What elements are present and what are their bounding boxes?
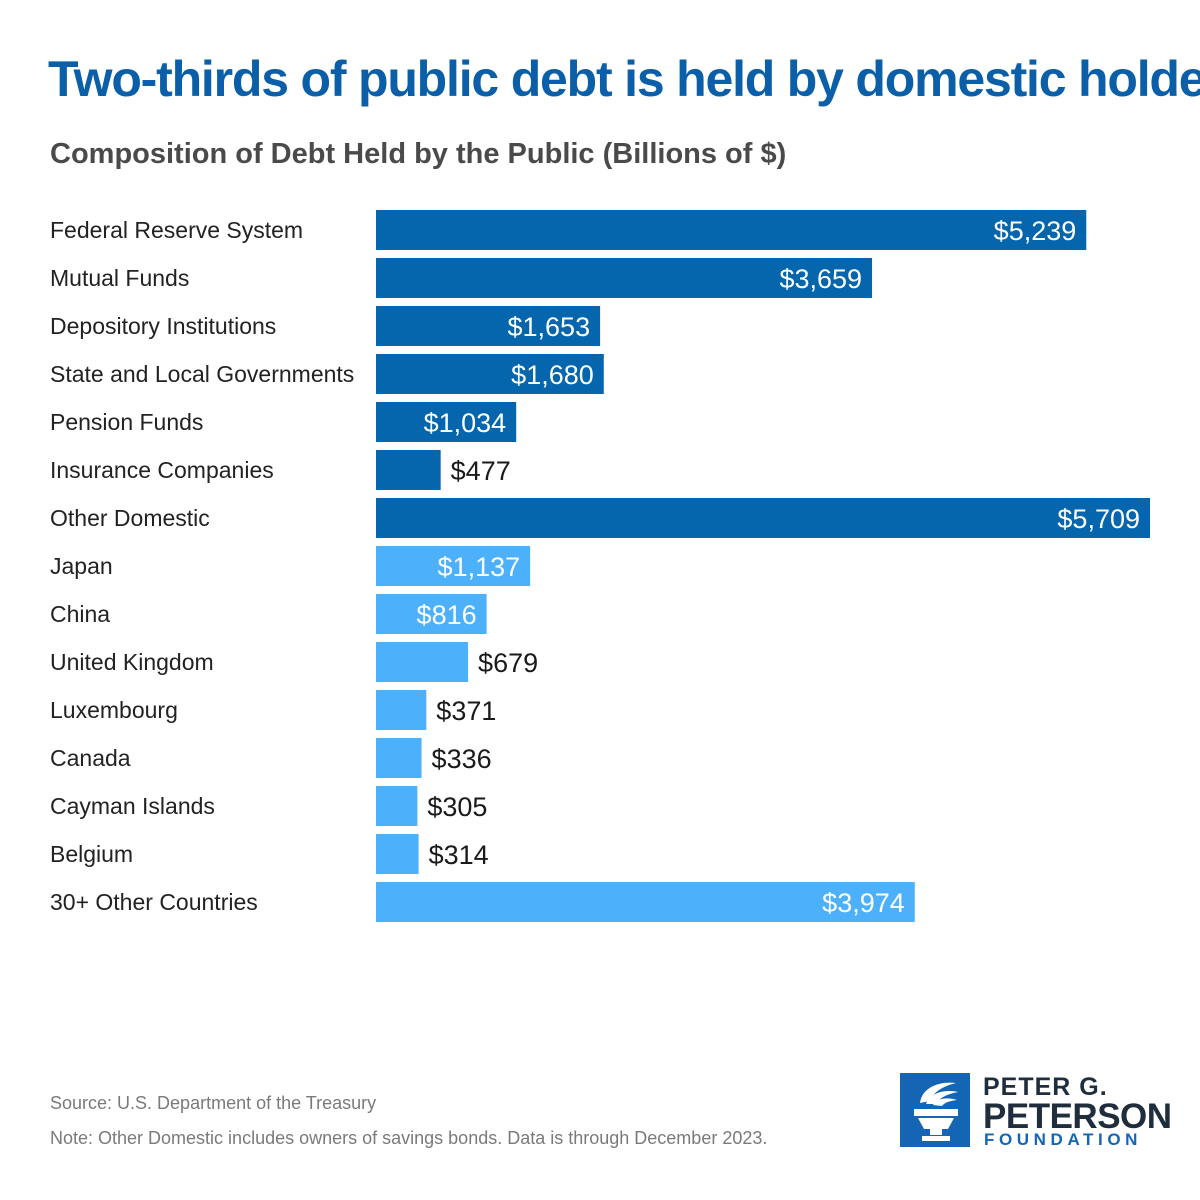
category-label: China: [50, 601, 110, 627]
bar-foreign: [376, 690, 427, 730]
bar-domestic: [376, 306, 601, 346]
bar-domestic: [376, 402, 517, 442]
value-label: $679: [478, 648, 538, 678]
category-label: Belgium: [50, 841, 133, 867]
bar-foreign: [376, 642, 469, 682]
value-label: $371: [436, 696, 496, 726]
torch-icon: [900, 1073, 970, 1147]
value-label: $3,659: [779, 264, 862, 294]
value-label: $1,653: [508, 312, 591, 342]
value-label: $5,239: [994, 216, 1077, 246]
logo-line-1: PETER G.: [983, 1073, 1108, 1101]
value-label: $305: [427, 792, 487, 822]
category-label: Mutual Funds: [50, 265, 189, 291]
value-label: $5,709: [1057, 504, 1140, 534]
bar-domestic: [376, 354, 604, 394]
bar-chart: Federal Reserve System $5,239 Mutual Funds…: [50, 210, 1150, 922]
category-label: Federal Reserve System: [50, 217, 303, 243]
category-label: Other Domestic: [50, 505, 210, 531]
category-label: United Kingdom: [50, 649, 214, 675]
category-label: Depository Institutions: [50, 313, 276, 339]
category-label: Cayman Islands: [50, 793, 215, 819]
bar-foreign: [376, 738, 422, 778]
value-label: $314: [429, 840, 489, 870]
category-label: State and Local Governments: [50, 361, 354, 387]
value-label: $1,137: [438, 552, 521, 582]
value-label: $816: [417, 600, 477, 630]
category-label: 30+ Other Countries: [50, 889, 258, 915]
data-note: Note: Other Domestic includes owners of …: [50, 1128, 768, 1148]
bar-domestic: [376, 210, 1087, 250]
value-label: $1,680: [511, 360, 594, 390]
bar-domestic: [376, 258, 873, 298]
value-label: $1,034: [424, 408, 507, 438]
source-note: Source: U.S. Department of the Treasury: [50, 1093, 377, 1113]
category-label: Insurance Companies: [50, 457, 274, 483]
bar-foreign: [376, 594, 487, 634]
category-label: Japan: [50, 553, 113, 579]
bar-domestic: [376, 450, 441, 490]
chart-title: Two-thirds of public debt is held by dom…: [48, 51, 1200, 107]
bar-domestic: [376, 498, 1150, 538]
category-label: Luxembourg: [50, 697, 178, 723]
peterson-foundation-logo: PETER G. PETERSON FOUNDATION: [900, 1073, 1172, 1149]
value-label: $3,974: [822, 888, 905, 918]
bar-foreign: [376, 546, 531, 586]
bar-foreign: [376, 786, 418, 826]
logo-line-2: PETERSON: [983, 1097, 1172, 1136]
category-label: Canada: [50, 745, 131, 771]
bar-foreign: [376, 882, 915, 922]
bar-foreign: [376, 834, 419, 874]
logo-line-3: FOUNDATION: [984, 1130, 1143, 1149]
category-label: Pension Funds: [50, 409, 203, 435]
chart-subtitle: Composition of Debt Held by the Public (…: [50, 138, 787, 170]
value-label: $336: [432, 744, 492, 774]
value-label: $477: [451, 456, 511, 486]
